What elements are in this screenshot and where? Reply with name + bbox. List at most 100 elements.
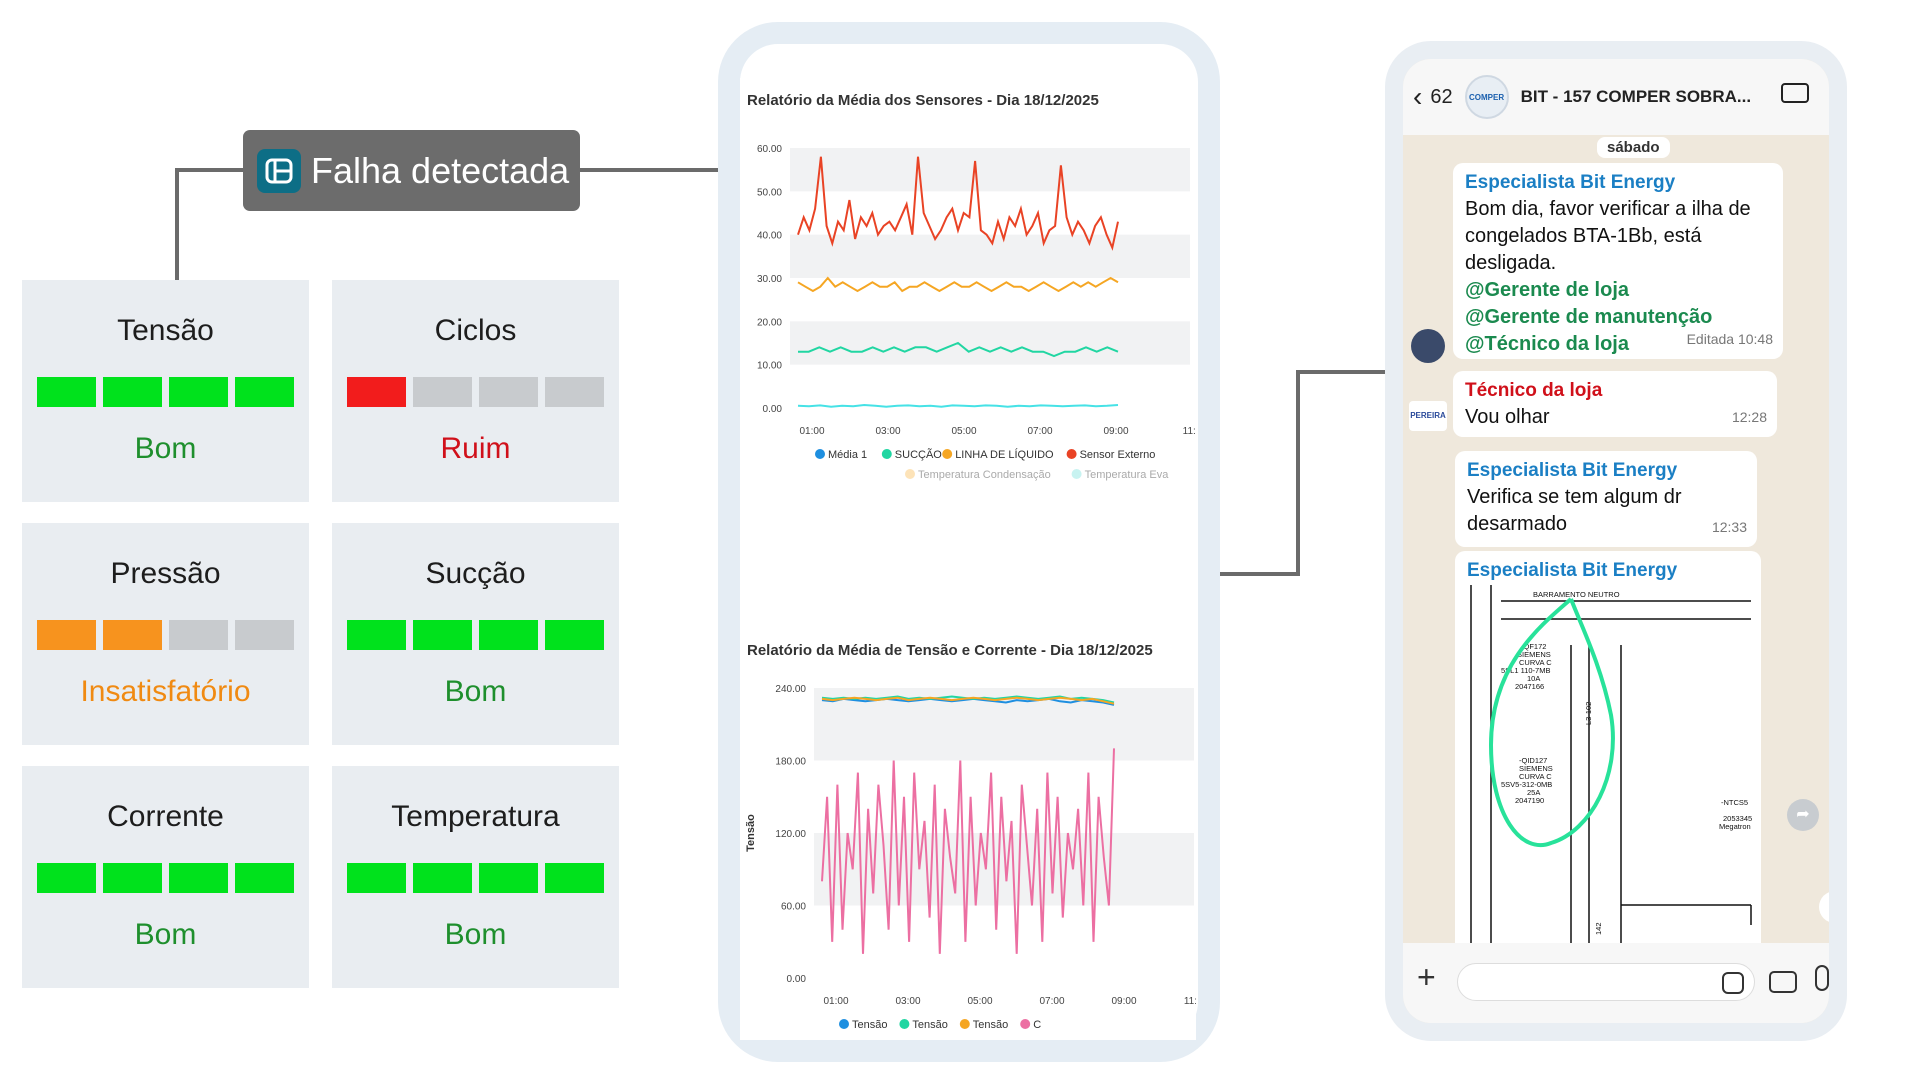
- diagram-label: 142: [1594, 922, 1603, 935]
- level-segment: [479, 620, 538, 650]
- status-card-status: Ruim: [440, 432, 511, 465]
- series-line: [798, 341, 1119, 358]
- mention-link[interactable]: @Técnico da loja: [1465, 333, 1629, 355]
- status-card: Temperatura Bom: [332, 766, 619, 988]
- legend-label: Tensão: [973, 1019, 1008, 1031]
- status-card: Sucção Bom: [332, 523, 619, 745]
- level-segment: [545, 863, 604, 893]
- bit-energy-logo-icon: [257, 148, 301, 193]
- back-chevron-icon[interactable]: ‹: [1413, 81, 1423, 112]
- legend-marker: [1071, 469, 1082, 479]
- diagram-label: 25A: [1527, 788, 1540, 797]
- level-segment: [37, 863, 96, 893]
- diagram-label: -NTCS5: [1721, 798, 1748, 807]
- status-level-bar: [37, 863, 294, 893]
- add-attachment-icon[interactable]: +: [1417, 959, 1436, 995]
- message-author: Especialista Bit Energy: [1465, 172, 1676, 193]
- series-line: [821, 697, 1115, 706]
- y-tick-label: 20.00: [757, 317, 782, 328]
- legend-label: LINHA DE LÍQUIDO: [955, 448, 1054, 461]
- group-avatar[interactable]: COMPER: [1464, 75, 1509, 119]
- message-time: 12:33: [1711, 519, 1747, 535]
- diagram-label: SIEMENS: [1517, 650, 1551, 659]
- mention-link[interactable]: @Gerente de loja: [1465, 279, 1629, 301]
- diagram-label: 5SL1 110-7MB: [1501, 666, 1550, 675]
- forward-icon[interactable]: ➦: [1787, 799, 1819, 831]
- status-card-title: Corrente: [107, 800, 224, 833]
- status-card-status: Bom: [134, 918, 197, 951]
- message-input[interactable]: [1457, 963, 1755, 1001]
- status-level-bar: [347, 863, 604, 893]
- group-title[interactable]: BIT - 157 COMPER SOBRA...: [1520, 87, 1752, 106]
- x-tick-label: 11:00: [1184, 996, 1196, 1007]
- message-bubble[interactable]: Especialista Bit Energy Bom dia, favor v…: [1453, 163, 1783, 359]
- legend-marker: [905, 469, 915, 479]
- series-line: [797, 156, 1119, 251]
- connector-line: [578, 168, 718, 172]
- sensor-chart-title: Relatório da Média dos Sensores - Dia 18…: [747, 92, 1099, 109]
- y-tick-label: 60.00: [757, 144, 782, 155]
- legend-label: Tensão: [912, 1019, 947, 1031]
- chat-input-bar: +: [1403, 943, 1829, 1023]
- status-card-status: Insatisfatório: [80, 675, 251, 708]
- connector-line: [1220, 572, 1300, 576]
- series-line: [797, 276, 1119, 293]
- level-segment: [37, 620, 96, 650]
- chat-window: ‹ 62 COMPER BIT - 157 COMPER SOBRA... sá…: [1385, 41, 1847, 1041]
- level-segment: [103, 377, 162, 407]
- message-author: Especialista Bit Energy: [1467, 560, 1678, 581]
- diagram-label: -QF172: [1521, 642, 1546, 651]
- legend-label: Tensão: [852, 1019, 887, 1031]
- microphone-icon[interactable]: [1815, 965, 1829, 991]
- scroll-down-icon[interactable]: ⌄: [1819, 891, 1829, 923]
- gridband: [790, 234, 1190, 278]
- level-segment: [413, 620, 472, 650]
- status-card: Pressão Insatisfatório: [22, 523, 309, 745]
- message-time: Editada 10:48: [1686, 331, 1773, 347]
- y-tick-label: 0.00: [787, 974, 807, 985]
- status-card-title: Pressão: [110, 557, 221, 590]
- image-message-bubble[interactable]: Especialista Bit Energy BARRAMENTO NEUTR…: [1455, 551, 1761, 953]
- diagram-label: CURVA C: [1519, 658, 1552, 667]
- connector-line: [1296, 370, 1300, 576]
- x-tick-label: 01:00: [799, 426, 824, 437]
- y-tick-label: 0.00: [763, 404, 783, 415]
- level-segment: [235, 620, 294, 650]
- diagram-label: 10A: [1527, 674, 1540, 683]
- sender-avatar: PEREIRA: [1409, 401, 1447, 431]
- x-tick-label: 01:00: [823, 996, 848, 1007]
- y-tick-label: 50.00: [757, 187, 782, 198]
- status-card-title: Ciclos: [434, 314, 517, 347]
- voltage-chart-panel: Relatório da Média de Tensão e Corrente …: [740, 588, 1196, 1040]
- unread-count[interactable]: 62: [1430, 85, 1453, 108]
- legend-label: SUCÇÃO: [895, 448, 943, 461]
- message-bubble[interactable]: Especialista Bit Energy Verifica se tem …: [1455, 451, 1757, 547]
- video-call-icon[interactable]: [1781, 83, 1809, 103]
- mention-link[interactable]: @Gerente de manutenção: [1465, 306, 1713, 328]
- legend-label: Temperatura Eva: [1085, 469, 1170, 481]
- connector-line: [1296, 370, 1386, 374]
- level-segment: [103, 620, 162, 650]
- y-tick-label: 240.00: [775, 684, 806, 695]
- y-tick-label: 120.00: [775, 829, 806, 840]
- legend-label: Temperatura Condensação: [918, 469, 1051, 481]
- legend-label: Média 1: [828, 449, 867, 461]
- diagram-label: -QID127: [1519, 756, 1547, 765]
- legend-marker: [899, 1019, 910, 1029]
- legend-marker: [1020, 1019, 1031, 1029]
- voltage-chart-title: Relatório da Média de Tensão e Corrente …: [747, 642, 1153, 659]
- status-card: Corrente Bom: [22, 766, 309, 988]
- message-bubble[interactable]: Técnico da loja Vou olhar 12:28: [1453, 371, 1777, 437]
- fault-detected-label: Falha detectada: [311, 149, 570, 191]
- level-segment: [169, 377, 228, 407]
- level-segment: [347, 863, 406, 893]
- sticker-icon[interactable]: [1722, 972, 1744, 994]
- x-tick-label: 05:00: [967, 996, 992, 1007]
- status-card: Ciclos Ruim: [332, 280, 619, 502]
- sensor-chart-panel: Relatório da Média dos Sensores - Dia 18…: [740, 78, 1196, 558]
- diagram-label: 2053345: [1723, 814, 1752, 823]
- level-segment: [169, 863, 228, 893]
- level-segment: [413, 863, 472, 893]
- camera-icon[interactable]: [1769, 971, 1797, 993]
